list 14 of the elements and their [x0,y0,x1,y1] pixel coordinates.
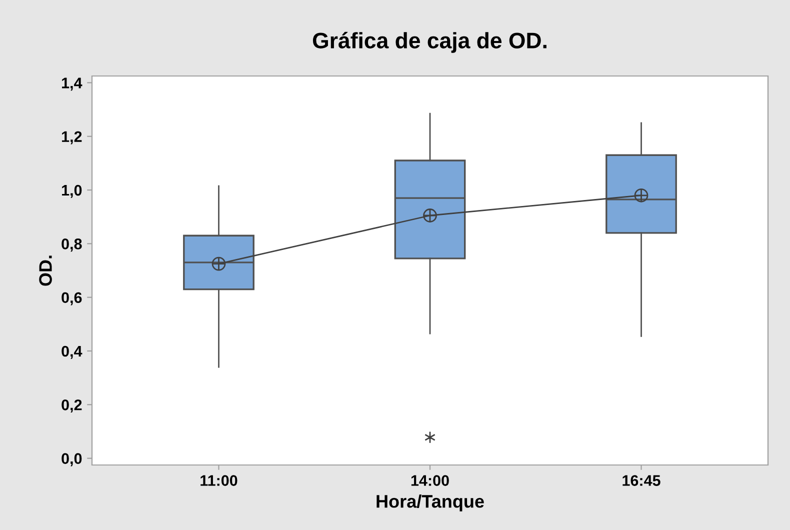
y-axis-title: OD. [39,256,52,286]
y-tick-label: 0,8 [62,238,82,252]
y-tick-label: 0,0 [62,453,82,466]
y-tick-label: 1,2 [62,131,82,144]
x-tick-label: 11:00 [200,475,238,486]
y-tick-label: 0,4 [62,346,82,359]
y-tick-label: 1,4 [62,78,82,91]
x-tick-label: 14:00 [411,475,449,486]
x-tick-label: 16:45 [622,475,660,486]
y-tick-label: 0,6 [62,292,82,306]
y-tick-label: 0,2 [62,400,82,413]
x-axis-title: Hora/Tanque [376,494,484,512]
y-tick-label: 1,0 [62,184,82,198]
chart-title: Gráfica de caja de OD. [312,32,546,53]
